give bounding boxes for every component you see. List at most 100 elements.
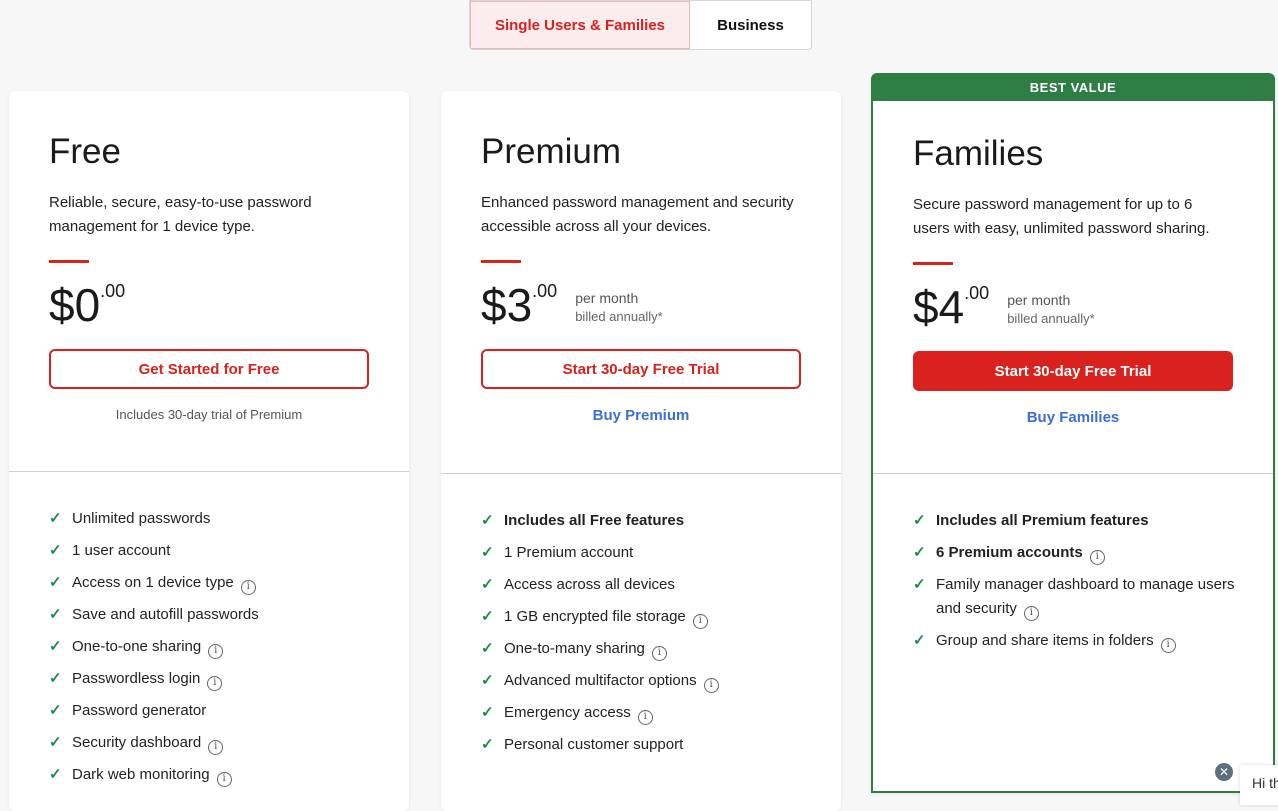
- check-icon: ✓: [481, 640, 494, 657]
- info-icon[interactable]: i: [1160, 638, 1176, 653]
- feature-text: Security dashboard: [72, 734, 202, 751]
- check-icon: ✓: [913, 512, 926, 529]
- trial-note: Includes 30-day trial of Premium: [115, 407, 303, 422]
- feature-item: ✓ One-to-one sharing i: [49, 635, 389, 659]
- card-divider: [873, 473, 1273, 474]
- feature-text: One-to-many sharing: [504, 640, 645, 657]
- buy-families-link[interactable]: Buy Families: [1026, 409, 1120, 426]
- check-icon: ✓: [49, 510, 62, 527]
- get-started-free-button[interactable]: Get Started for Free: [49, 349, 369, 389]
- info-icon[interactable]: i: [208, 740, 224, 755]
- price-amount: $0: [49, 279, 101, 331]
- check-icon: ✓: [913, 576, 926, 593]
- feature-text: Unlimited passwords: [72, 510, 211, 527]
- feature-text: Family manager dashboard to manage users…: [936, 576, 1235, 617]
- check-icon: ✓: [481, 736, 494, 753]
- price-cents: .00: [532, 281, 558, 301]
- feature-text: Password generator: [72, 702, 207, 719]
- price-amount: $4: [913, 281, 965, 333]
- feature-text: Includes all Premium features: [936, 512, 1149, 529]
- price-period: per month: [575, 290, 639, 306]
- feature-list: ✓ Includes all Premium features ✓ 6 Premium…: [913, 509, 1253, 661]
- feature-list: ✓ Unlimited passwords ✓ 1 user account ✓ Acce…: [49, 507, 389, 795]
- plan-card-families: BEST VALUE Families Secure password mana…: [871, 73, 1275, 793]
- check-icon: ✓: [481, 672, 494, 689]
- feature-item: ✓ Security dashboard i: [49, 731, 389, 755]
- feature-item: ✓ Passwordless login i: [49, 667, 389, 691]
- feature-text: Group and share items in folders: [936, 632, 1154, 649]
- plan-card-free: Free Reliable, secure, easy-to-use passw…: [9, 91, 409, 811]
- feature-item: ✓ 1 GB encrypted file storage i: [481, 605, 821, 629]
- feature-item: ✓ 6 Premium accounts i: [913, 541, 1253, 565]
- feature-text: Includes all Free features: [504, 512, 685, 529]
- info-icon[interactable]: i: [703, 678, 719, 693]
- close-chat-icon[interactable]: ✕: [1215, 763, 1233, 781]
- feature-item: ✓ Access on 1 device type i: [49, 571, 389, 595]
- feature-text: 1 GB encrypted file storage: [504, 608, 686, 625]
- feature-text: 1 Premium account: [504, 544, 634, 561]
- check-icon: ✓: [49, 766, 62, 783]
- feature-text: Personal customer support: [504, 736, 684, 753]
- check-icon: ✓: [49, 638, 62, 655]
- check-icon: ✓: [481, 544, 494, 561]
- feature-item: ✓ Save and autofill passwords: [49, 603, 389, 627]
- card-divider: [441, 473, 841, 474]
- check-icon: ✓: [49, 702, 62, 719]
- feature-text: One-to-one sharing: [72, 638, 202, 655]
- feature-text: Save and autofill passwords: [72, 606, 259, 623]
- info-icon[interactable]: i: [207, 676, 223, 691]
- best-value-badge: BEST VALUE: [873, 75, 1273, 101]
- buy-premium-link[interactable]: Buy Premium: [592, 407, 690, 424]
- check-icon: ✓: [49, 734, 62, 751]
- divider-accent: [913, 262, 953, 265]
- tab-single-users-families[interactable]: Single Users & Families: [470, 1, 690, 49]
- info-icon[interactable]: i: [651, 646, 667, 661]
- check-icon: ✓: [913, 544, 926, 561]
- feature-item: ✓ Access across all devices: [481, 573, 821, 597]
- info-icon[interactable]: i: [1023, 606, 1039, 621]
- plan-price: $3.00 per month billed annually*: [481, 281, 801, 331]
- feature-item: ✓ Unlimited passwords: [49, 507, 389, 531]
- feature-text: Emergency access: [504, 704, 631, 721]
- feature-item: ✓ Includes all Premium features: [913, 509, 1253, 533]
- feature-text: Access on 1 device type: [72, 574, 234, 591]
- divider-accent: [481, 260, 521, 263]
- plan-price: $4.00 per month billed annually*: [913, 283, 1233, 333]
- check-icon: ✓: [481, 608, 494, 625]
- plan-card-premium: Premium Enhanced password management and…: [441, 91, 841, 811]
- info-icon[interactable]: i: [692, 614, 708, 629]
- feature-item: ✓ 1 Premium account: [481, 541, 821, 565]
- info-icon[interactable]: i: [1089, 550, 1105, 565]
- chat-widget[interactable]: Hi th: [1240, 765, 1278, 805]
- billing-note: billed annually*: [575, 309, 663, 324]
- feature-text: 1 user account: [72, 542, 171, 559]
- feature-item: ✓ Personal customer support: [481, 733, 821, 757]
- feature-text: Dark web monitoring: [72, 766, 210, 783]
- info-icon[interactable]: i: [216, 772, 232, 787]
- price-amount: $3: [481, 279, 533, 331]
- check-icon: ✓: [49, 574, 62, 591]
- divider-accent: [49, 260, 89, 263]
- plan-description: Secure password management for up to 6 u…: [913, 196, 1210, 237]
- info-icon[interactable]: i: [637, 710, 653, 725]
- plan-type-toggle: Single Users & Families Business: [469, 0, 812, 50]
- feature-item: ✓ Emergency access i: [481, 701, 821, 725]
- feature-item: ✓ Advanced multifactor options i: [481, 669, 821, 693]
- plan-description: Reliable, secure, easy-to-use password m…: [49, 194, 312, 235]
- feature-item: ✓ Includes all Free features: [481, 509, 821, 533]
- feature-item: ✓ Password generator: [49, 699, 389, 723]
- check-icon: ✓: [49, 606, 62, 623]
- tab-business[interactable]: Business: [717, 16, 784, 34]
- feature-item: ✓ Family manager dashboard to manage user…: [913, 573, 1253, 621]
- start-trial-premium-button[interactable]: Start 30-day Free Trial: [481, 349, 801, 389]
- plan-title: Families: [913, 134, 1044, 173]
- card-divider: [9, 471, 409, 472]
- billing-note: billed annually*: [1007, 311, 1095, 326]
- check-icon: ✓: [49, 542, 62, 559]
- info-icon[interactable]: i: [240, 580, 256, 595]
- check-icon: ✓: [913, 632, 926, 649]
- start-trial-families-button[interactable]: Start 30-day Free Trial: [913, 351, 1233, 391]
- info-icon[interactable]: i: [208, 644, 224, 659]
- plan-price: $0.00: [49, 281, 369, 331]
- feature-list: ✓ Includes all Free features ✓ 1 Premium ac…: [481, 509, 821, 765]
